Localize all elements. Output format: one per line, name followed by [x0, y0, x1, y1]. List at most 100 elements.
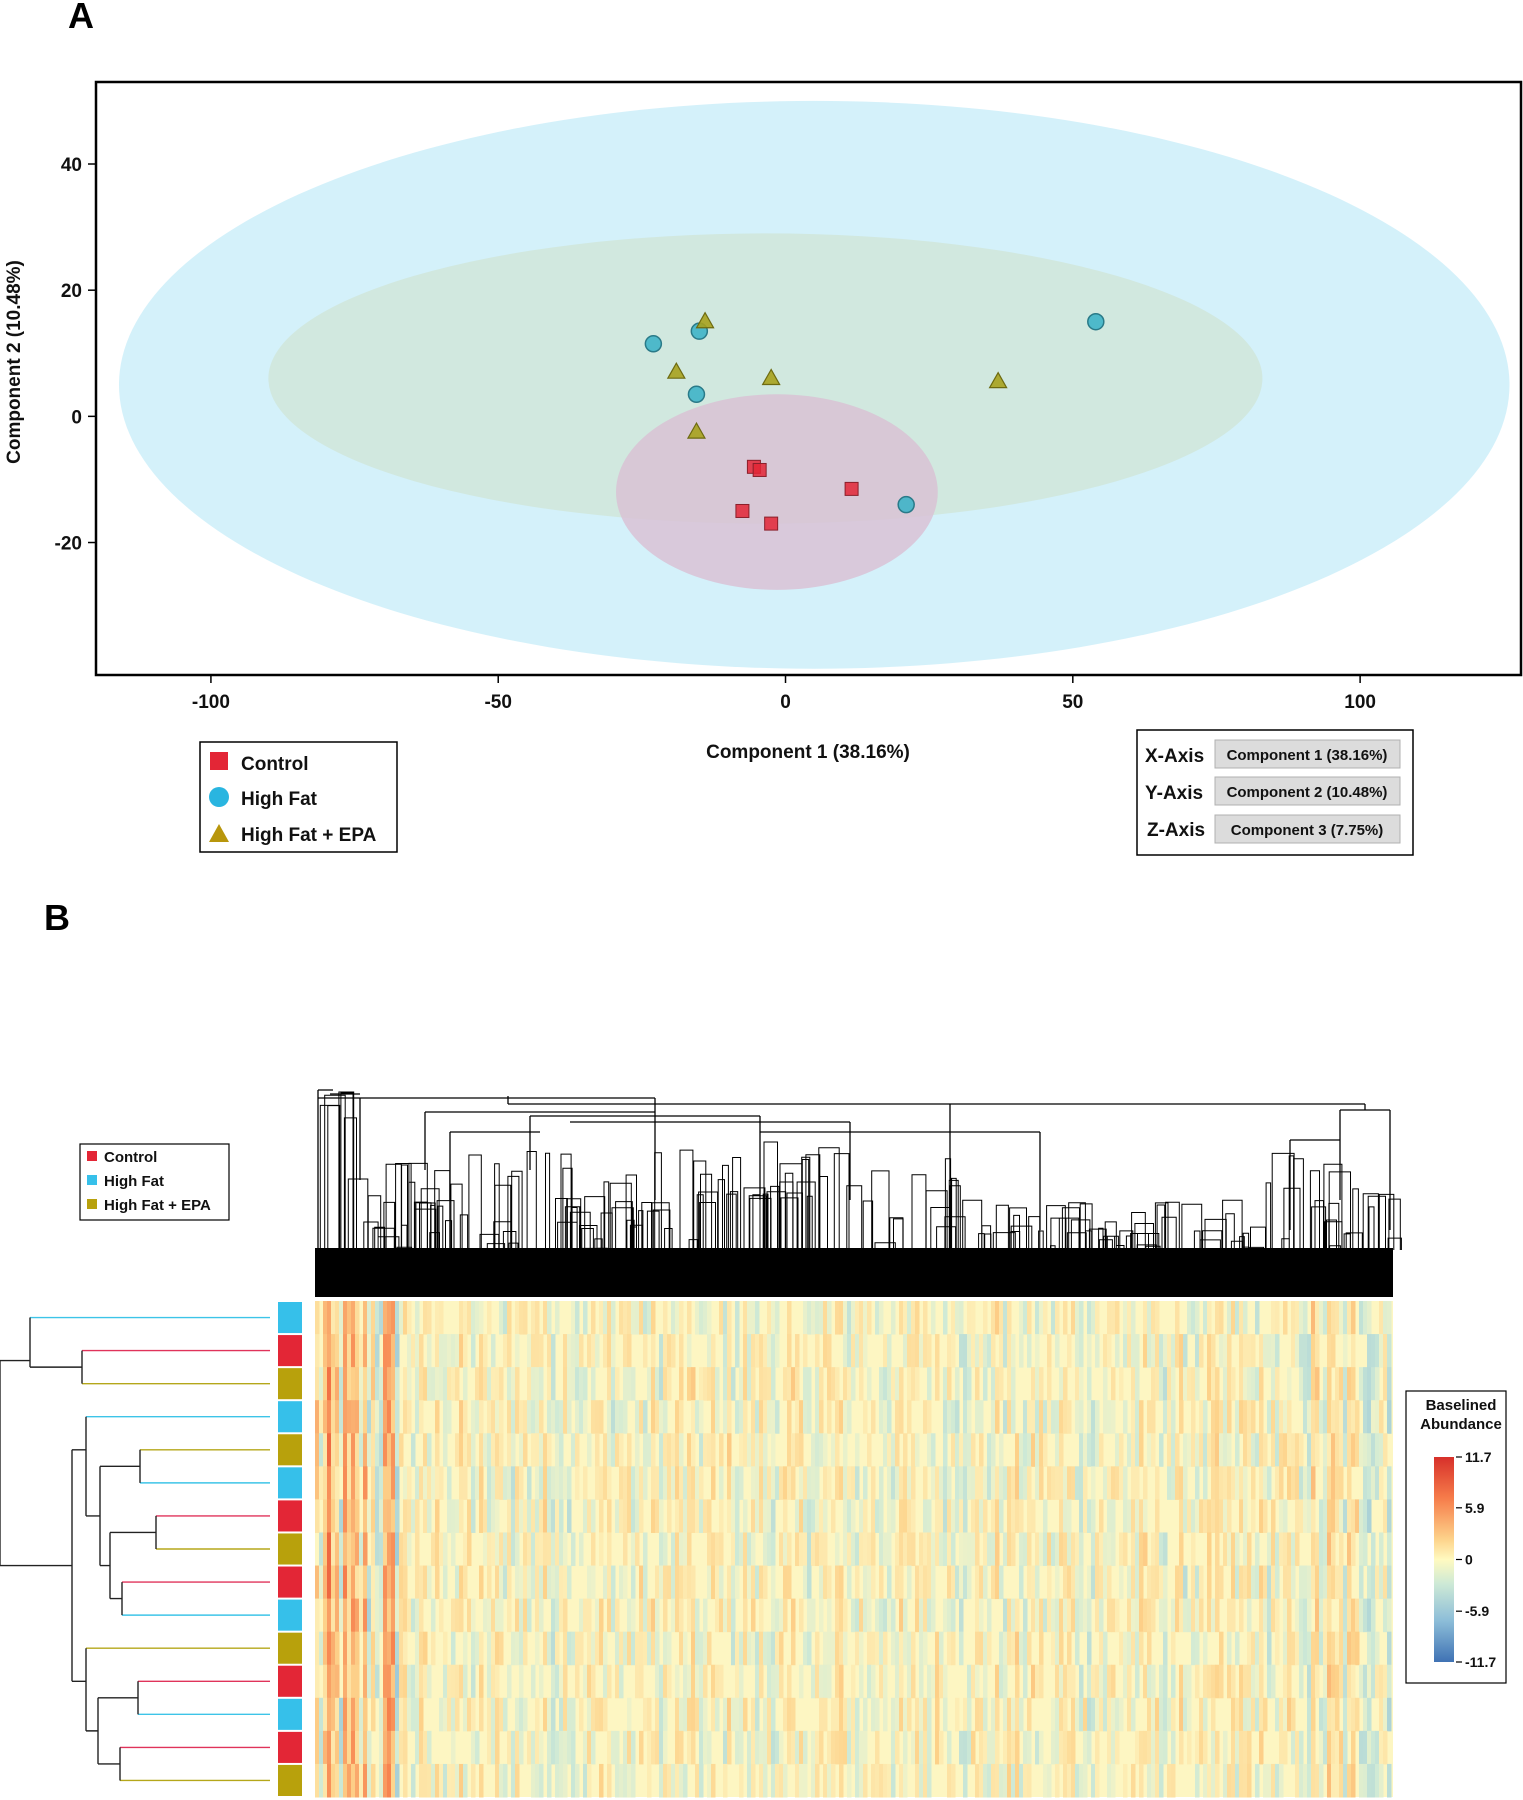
heatmap-cell	[1003, 1730, 1008, 1765]
heatmap-cell	[983, 1499, 988, 1533]
heatmap-cell	[327, 1730, 332, 1765]
heatmap-cell	[967, 1664, 972, 1699]
heatmap-cell	[591, 1565, 596, 1600]
heatmap-cell	[1263, 1499, 1268, 1533]
panel-a-letter: A	[68, 0, 94, 36]
heatmap-cell	[1359, 1664, 1364, 1699]
heatmap-cell	[1295, 1301, 1300, 1335]
heatmap-cell	[1083, 1697, 1088, 1732]
heatmap-cell	[1051, 1598, 1056, 1633]
heatmap-cell	[943, 1433, 948, 1467]
heatmap-cell	[507, 1367, 512, 1401]
heatmap-cell	[1319, 1499, 1324, 1533]
heatmap-cell	[815, 1400, 820, 1434]
heatmap-cell	[1275, 1400, 1280, 1434]
heatmap-cell	[1147, 1763, 1152, 1798]
heatmap-cell	[967, 1532, 972, 1567]
heatmap-cell	[855, 1763, 860, 1798]
heatmap-cell	[471, 1466, 476, 1500]
heatmap-cell	[1387, 1532, 1392, 1567]
heatmap-cell	[551, 1730, 556, 1765]
heatmap-cell	[591, 1367, 596, 1401]
heatmap-cell	[891, 1466, 896, 1500]
heatmap-cell	[619, 1631, 624, 1666]
heatmap-cell	[787, 1301, 792, 1335]
heatmap-cell	[491, 1433, 496, 1467]
heatmap-cell	[1035, 1301, 1040, 1335]
heatmap-cell	[1163, 1532, 1168, 1567]
row-group-cell	[278, 1599, 302, 1631]
heatmap-cell	[451, 1598, 456, 1633]
heatmap-cell	[923, 1466, 928, 1500]
heatmap-cell	[843, 1532, 848, 1567]
heatmap-cell	[443, 1763, 448, 1798]
heatmap-cell	[787, 1730, 792, 1765]
heatmap-cell	[819, 1598, 824, 1633]
heatmap-cell	[775, 1400, 780, 1434]
heatmap-cell	[911, 1631, 916, 1666]
heatmap-cell	[335, 1730, 340, 1765]
heatmap-cell	[675, 1400, 680, 1434]
heatmap-cell	[931, 1598, 936, 1633]
heatmap-cell	[647, 1598, 652, 1633]
heatmap-cell	[1111, 1763, 1116, 1798]
heatmap-cell	[583, 1301, 588, 1335]
heatmap-cell	[899, 1598, 904, 1633]
heatmap-cell	[1219, 1301, 1224, 1335]
heatmap-cell	[1023, 1433, 1028, 1467]
heatmap-cell	[847, 1763, 852, 1798]
heatmap-cell	[915, 1367, 920, 1401]
heatmap-cell	[639, 1499, 644, 1533]
heatmap-cell	[387, 1532, 392, 1567]
heatmap-cell	[983, 1631, 988, 1666]
heatmap-cell	[455, 1664, 460, 1699]
heatmap-cell	[1019, 1763, 1024, 1798]
heatmap-cell	[475, 1730, 480, 1765]
heatmap-cell	[1283, 1730, 1288, 1765]
z-axis-select[interactable]	[1214, 814, 1401, 844]
heatmap-cell	[447, 1400, 452, 1434]
heatmap-cell	[1359, 1763, 1364, 1798]
heatmap-cell	[763, 1730, 768, 1765]
heatmap-cell	[1235, 1730, 1240, 1765]
heatmap-cell	[1387, 1697, 1392, 1732]
x-axis-select[interactable]	[1214, 739, 1401, 769]
heatmap-cell	[963, 1499, 968, 1533]
heatmap-cell	[967, 1565, 972, 1600]
heatmap-cell	[831, 1763, 836, 1798]
heatmap-cell	[927, 1532, 932, 1567]
heatmap-cell	[631, 1499, 636, 1533]
heatmap-cell	[1095, 1400, 1100, 1434]
heatmap-cell	[1363, 1499, 1368, 1533]
heatmap-cell	[555, 1301, 560, 1335]
y-axis-select[interactable]	[1214, 776, 1401, 806]
heatmap-cell	[1295, 1532, 1300, 1567]
heatmap-cell	[931, 1565, 936, 1600]
heatmap-cell	[455, 1499, 460, 1533]
heatmap-cell	[415, 1301, 420, 1335]
heatmap-cell	[395, 1400, 400, 1434]
heatmap-cell	[879, 1763, 884, 1798]
heatmap-cell	[455, 1565, 460, 1600]
heatmap-cell	[1019, 1466, 1024, 1500]
heatmap-cell	[1271, 1400, 1276, 1434]
heatmap-cell	[759, 1433, 764, 1467]
heatmap-cell	[1247, 1664, 1252, 1699]
heatmap-cell	[719, 1301, 724, 1335]
heatmap-cell	[1087, 1433, 1092, 1467]
heatmap-cell	[315, 1433, 320, 1467]
heatmap-cell	[699, 1499, 704, 1533]
heatmap-cell	[795, 1499, 800, 1533]
heatmap-cell	[411, 1433, 416, 1467]
heatmap-cell	[1087, 1499, 1092, 1533]
heatmap-cell	[539, 1400, 544, 1434]
heatmap-cell	[1159, 1565, 1164, 1600]
heatmap-cell	[747, 1532, 752, 1567]
heatmap-cell	[511, 1499, 516, 1533]
heatmap-cell	[399, 1664, 404, 1699]
heatmap-cell	[1235, 1697, 1240, 1732]
heatmap-cell	[315, 1301, 320, 1335]
heatmap-cell	[331, 1631, 336, 1666]
heatmap-cell	[415, 1334, 420, 1368]
